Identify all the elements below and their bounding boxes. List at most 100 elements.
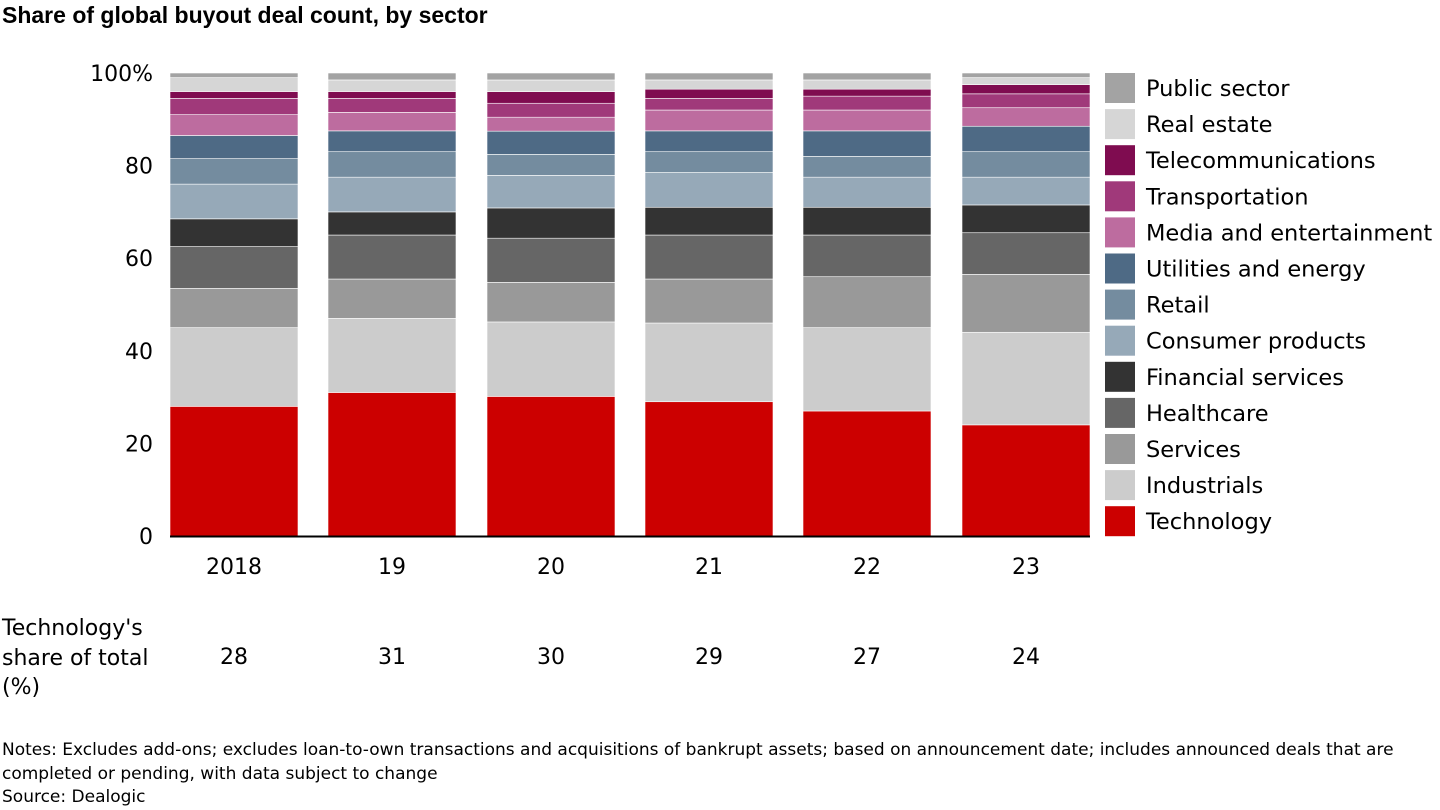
y-tick-label: 0 (139, 525, 153, 550)
bar-segment (802, 234, 932, 278)
bar-segment (961, 232, 1091, 275)
bar-segment (961, 176, 1091, 206)
bar-segment (802, 88, 932, 97)
x-tick-label: 23 (1012, 555, 1040, 580)
bar-segment (802, 72, 932, 81)
x-tick-label: 2018 (206, 555, 262, 580)
bar-segment (802, 206, 932, 236)
bar-segment (486, 154, 616, 176)
bar-segment (169, 287, 299, 328)
legend-swatch (1105, 506, 1135, 537)
y-tick-label: 100% (90, 62, 153, 87)
bar-segment (802, 176, 932, 208)
bar-segment (961, 125, 1091, 153)
bar-segment (644, 172, 774, 208)
legend-swatch (1105, 361, 1135, 392)
bar-segment (169, 327, 299, 407)
legend-swatch (1105, 109, 1135, 140)
legend-label: Financial services (1146, 365, 1344, 391)
tech-share-value: 30 (537, 645, 565, 670)
legend-label: Media and entertainment (1146, 220, 1432, 246)
bar-segment (486, 91, 616, 104)
x-tick-label: 20 (537, 555, 565, 580)
bar-segment (486, 175, 616, 209)
legend-swatch (1105, 217, 1135, 248)
bar-segment (327, 112, 457, 132)
bar-segment (327, 72, 457, 81)
legend-label: Consumer products (1146, 329, 1366, 355)
legend-swatch (1105, 289, 1135, 320)
legend-swatch (1105, 470, 1135, 501)
bar-segment (644, 130, 774, 153)
legend-swatch (1105, 253, 1135, 284)
bar-segment (644, 206, 774, 236)
bar-segment (169, 183, 299, 220)
y-tick-label: 20 (125, 432, 153, 457)
legend-label: Public sector (1146, 76, 1290, 102)
bar-segment (169, 246, 299, 289)
legend-label: Retail (1146, 293, 1210, 319)
bar-segment (644, 79, 774, 90)
bar-segment (486, 237, 616, 283)
y-tick-label: 60 (125, 247, 153, 272)
bar-segment (327, 98, 457, 113)
bar-segment (802, 79, 932, 90)
bar-segment (961, 331, 1091, 426)
bar-segment (961, 107, 1091, 127)
bar-segment (961, 151, 1091, 178)
bar-segment (644, 151, 774, 173)
legend-swatch (1105, 434, 1135, 464)
bar-segment (644, 234, 774, 280)
bar-segment (327, 151, 457, 178)
bar-segment (644, 401, 774, 537)
bar-segment (644, 322, 774, 403)
bar-segment (486, 72, 616, 81)
tech-share-value: 27 (853, 645, 881, 670)
bar-segment (169, 114, 299, 136)
bar-segment (327, 392, 457, 537)
bar-segment (169, 77, 299, 92)
bar-segment (169, 218, 299, 247)
y-tick-label: 80 (125, 155, 153, 180)
source-text: Source: Dealogic (2, 787, 146, 807)
bar-segment (644, 278, 774, 324)
bar-segment (644, 72, 774, 81)
bar-segment (486, 79, 616, 92)
tech-share-value: 24 (1012, 645, 1040, 670)
tech-share-value: 28 (220, 645, 248, 670)
bar-segment (486, 130, 616, 155)
bar-segment (961, 84, 1091, 95)
bar-segment (644, 109, 774, 132)
legend-swatch (1105, 181, 1135, 212)
legend-swatch (1105, 325, 1135, 356)
bar-segment (327, 318, 457, 393)
legend-swatch (1105, 73, 1135, 103)
bar-segment (802, 95, 932, 111)
bar-segment (327, 211, 457, 236)
legend-label: Real estate (1146, 112, 1273, 138)
legend-label: Services (1146, 437, 1241, 463)
bar-segment (802, 276, 932, 328)
y-tick-label: 40 (125, 340, 153, 365)
bar-segment (327, 130, 457, 153)
bar-segment (169, 98, 299, 115)
bar-segment (486, 396, 616, 537)
bar-segment (327, 278, 457, 319)
legend-label: Industrials (1146, 473, 1263, 499)
bar-segment (486, 102, 616, 118)
legend-label: Telecommunications (1145, 148, 1376, 174)
bar-segment (327, 234, 457, 280)
bar-segment (802, 109, 932, 132)
legend-label: Healthcare (1146, 401, 1269, 427)
bar-segment (644, 98, 774, 111)
notes-block: Notes: Excludes add-ons; excludes loan-t… (2, 739, 1432, 810)
bar-segment (486, 321, 616, 397)
bar-segment (961, 72, 1091, 78)
tech-share-value: 29 (695, 645, 723, 670)
bar-segment (327, 176, 457, 213)
chart-title: Share of global buyout deal count, by se… (2, 2, 488, 28)
bar-segment (327, 79, 457, 92)
bar-segment (644, 88, 774, 99)
legend-label: Utilities and energy (1146, 257, 1366, 283)
bar-segment (802, 156, 932, 178)
